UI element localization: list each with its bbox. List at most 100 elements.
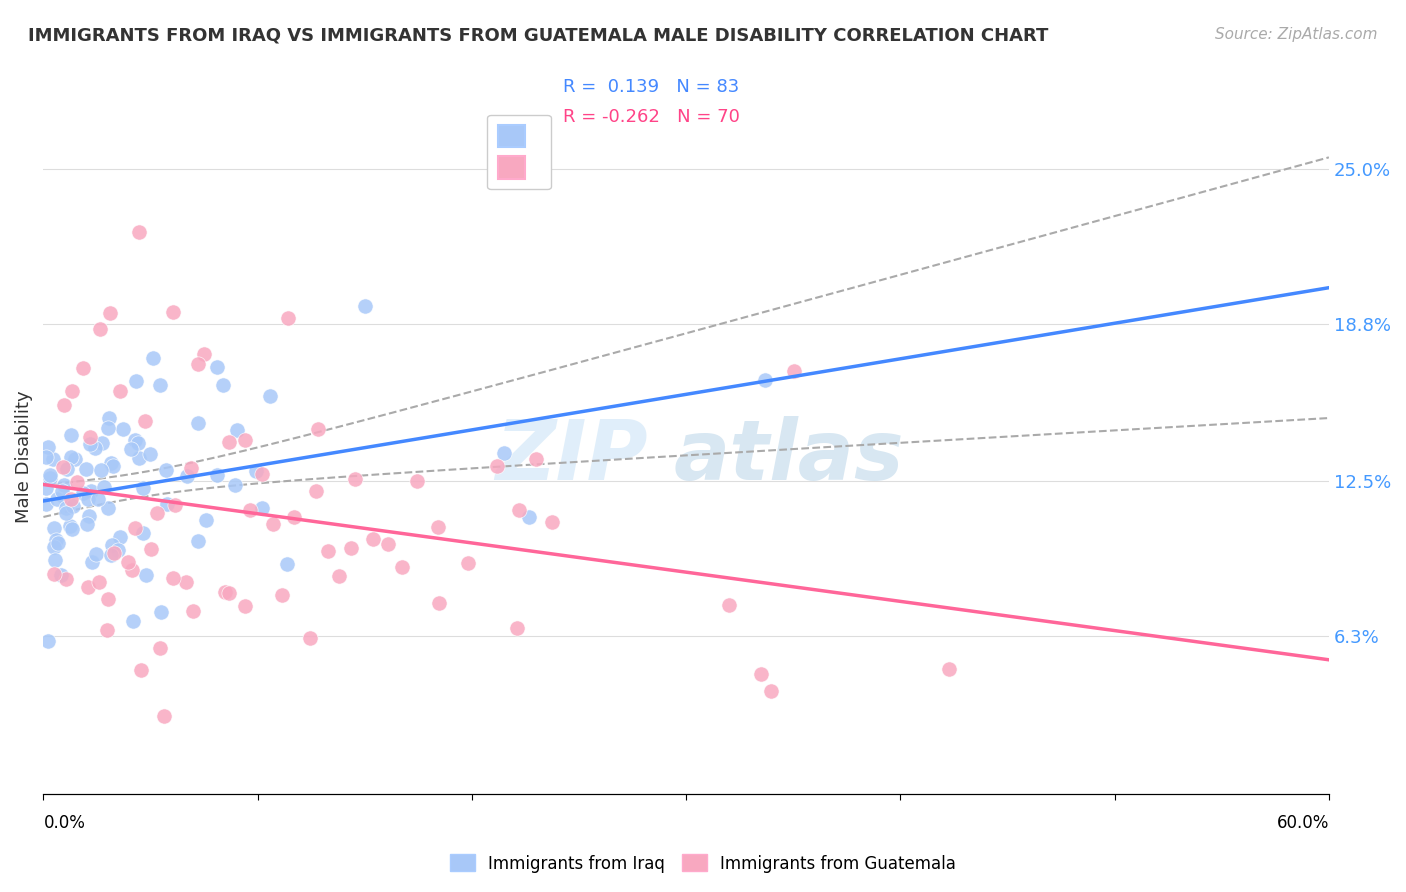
Point bbox=[187, 533, 209, 548]
Point bbox=[406, 474, 429, 488]
Point bbox=[245, 465, 267, 479]
Point bbox=[59, 519, 82, 533]
Point bbox=[316, 544, 339, 558]
Point bbox=[205, 468, 228, 483]
Point bbox=[162, 305, 184, 319]
Point bbox=[124, 521, 146, 535]
Y-axis label: Male Disability: Male Disability bbox=[15, 390, 32, 523]
Point bbox=[187, 416, 209, 430]
Point bbox=[340, 541, 363, 555]
Point bbox=[277, 311, 299, 326]
Legend: Immigrants from Iraq, Immigrants from Guatemala: Immigrants from Iraq, Immigrants from Gu… bbox=[443, 847, 963, 880]
Point bbox=[77, 581, 100, 595]
Point bbox=[59, 450, 82, 465]
Point bbox=[107, 543, 129, 558]
Legend: , : , bbox=[488, 114, 551, 189]
Text: 60.0%: 60.0% bbox=[1277, 814, 1329, 832]
Point bbox=[101, 538, 124, 552]
Point bbox=[156, 497, 179, 511]
Point bbox=[86, 547, 108, 561]
Point bbox=[53, 398, 76, 412]
Point bbox=[174, 575, 197, 590]
Point bbox=[938, 662, 960, 676]
Point bbox=[89, 575, 111, 590]
Point bbox=[44, 553, 66, 567]
Point bbox=[97, 500, 120, 515]
Point bbox=[250, 501, 273, 516]
Text: 0.0%: 0.0% bbox=[44, 814, 86, 832]
Point bbox=[44, 521, 66, 535]
Point bbox=[72, 361, 94, 376]
Point bbox=[354, 299, 377, 313]
Point bbox=[52, 478, 75, 492]
Point bbox=[142, 351, 165, 366]
Point bbox=[508, 503, 530, 517]
Point bbox=[46, 536, 69, 550]
Point bbox=[128, 225, 150, 239]
Point bbox=[103, 546, 125, 560]
Point bbox=[176, 468, 198, 483]
Point bbox=[98, 305, 121, 319]
Point bbox=[224, 478, 246, 492]
Point bbox=[754, 374, 776, 388]
Point bbox=[38, 471, 60, 485]
Point bbox=[66, 475, 89, 489]
Point bbox=[72, 486, 94, 500]
Point bbox=[759, 684, 782, 698]
Point bbox=[51, 483, 73, 498]
Point bbox=[35, 498, 58, 512]
Point bbox=[76, 517, 98, 532]
Point bbox=[90, 463, 112, 477]
Point bbox=[89, 322, 111, 336]
Point bbox=[79, 483, 101, 498]
Point bbox=[79, 430, 101, 444]
Text: R = -0.262   N = 70: R = -0.262 N = 70 bbox=[564, 108, 741, 127]
Point bbox=[97, 411, 120, 425]
Point bbox=[55, 506, 77, 520]
Point bbox=[218, 435, 240, 450]
Point bbox=[426, 520, 449, 534]
Point bbox=[162, 571, 184, 585]
Point bbox=[494, 446, 516, 460]
Point bbox=[77, 509, 100, 524]
Point bbox=[91, 435, 114, 450]
Point bbox=[361, 532, 384, 546]
Point bbox=[100, 456, 122, 470]
Point bbox=[299, 631, 322, 645]
Point bbox=[506, 621, 529, 635]
Point bbox=[344, 472, 367, 486]
Point bbox=[180, 461, 202, 475]
Point bbox=[187, 357, 209, 371]
Point bbox=[37, 440, 59, 454]
Point bbox=[233, 433, 256, 447]
Point bbox=[134, 414, 156, 428]
Point bbox=[60, 384, 83, 399]
Point bbox=[262, 516, 284, 531]
Point bbox=[146, 506, 169, 520]
Point bbox=[84, 441, 107, 455]
Point bbox=[127, 436, 149, 450]
Point bbox=[110, 530, 132, 544]
Point bbox=[124, 433, 146, 447]
Point bbox=[63, 451, 86, 466]
Point bbox=[218, 586, 240, 600]
Point bbox=[193, 346, 215, 360]
Point bbox=[307, 422, 329, 436]
Point bbox=[427, 596, 450, 610]
Point bbox=[51, 568, 73, 582]
Point bbox=[132, 481, 155, 495]
Point bbox=[34, 450, 56, 464]
Point bbox=[100, 548, 122, 562]
Point bbox=[117, 555, 139, 569]
Point bbox=[124, 374, 146, 388]
Point bbox=[153, 709, 176, 723]
Point bbox=[62, 499, 84, 513]
Point bbox=[377, 537, 399, 551]
Point bbox=[52, 489, 75, 503]
Point bbox=[77, 492, 100, 507]
Point bbox=[305, 483, 328, 498]
Point bbox=[749, 666, 772, 681]
Point bbox=[44, 540, 66, 554]
Point bbox=[60, 522, 83, 536]
Point bbox=[97, 421, 120, 435]
